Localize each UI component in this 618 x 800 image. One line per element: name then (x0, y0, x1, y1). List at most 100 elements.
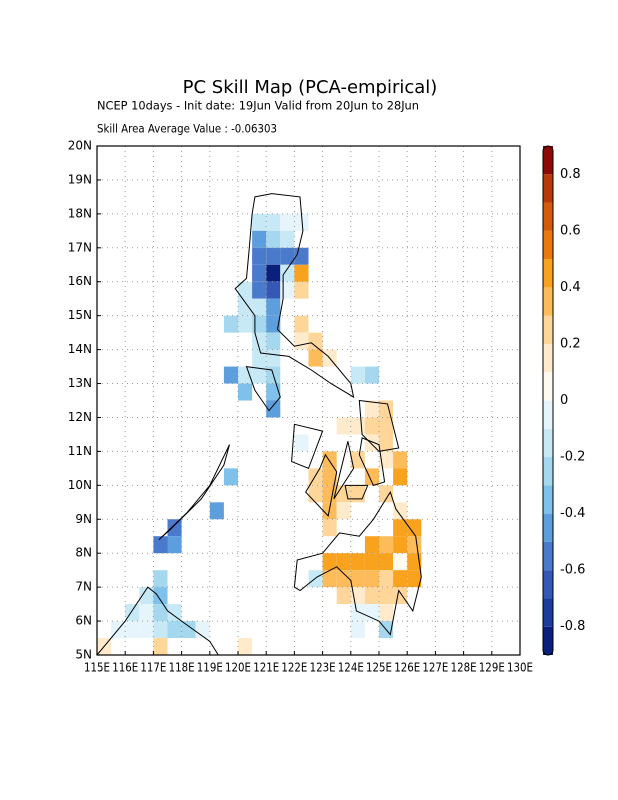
coastline (358, 437, 386, 487)
colorbar-band (543, 428, 553, 458)
coastline (234, 193, 355, 399)
skill-cell (153, 587, 168, 605)
y-tick-label: 13N (68, 376, 92, 390)
skill-cell (294, 434, 309, 452)
skill-cell (252, 247, 267, 265)
skill-cell (336, 570, 351, 588)
skill-cell (364, 366, 379, 384)
skill-cell (266, 400, 281, 418)
colorbar-band (543, 343, 553, 373)
skill-cell (407, 519, 422, 537)
skill-cell (407, 536, 422, 554)
skill-cell (266, 298, 281, 316)
y-tick-label: 5N (75, 648, 92, 662)
skill-cell (393, 536, 408, 554)
skill-cell (252, 349, 267, 367)
skill-cell (167, 536, 182, 554)
skill-cell (336, 417, 351, 435)
skill-cell (252, 230, 267, 248)
skill-cell (252, 315, 267, 333)
skill-cell (238, 281, 253, 299)
skill-cell (238, 298, 253, 316)
skill-cell (139, 621, 154, 639)
skill-cell (393, 553, 408, 571)
colorbar-band (543, 202, 553, 231)
skill-cell (308, 332, 323, 350)
colorbar-tick-label: 0.4 (560, 280, 581, 295)
colorbar-tick-label: 0.6 (560, 223, 581, 238)
skill-cell (364, 536, 379, 554)
skill-cell (393, 570, 408, 588)
coastline (158, 444, 230, 540)
colorbar-frame (542, 145, 554, 656)
colorbar-band (543, 174, 553, 203)
colorbar-band (543, 513, 553, 542)
skill-cell (364, 434, 379, 452)
x-tick-label: 120E (225, 661, 251, 675)
skill-cell (379, 570, 394, 588)
skill-cell (223, 315, 238, 333)
skill-cell (238, 638, 253, 655)
skill-cell (252, 264, 267, 282)
skill-cell (350, 604, 365, 622)
skill-cell (364, 570, 379, 588)
skill-cell (252, 281, 267, 299)
skill-cell (153, 621, 168, 639)
skill-cell (252, 298, 267, 316)
colorbar-tick-label: -0.4 (560, 506, 585, 521)
skill-cell (153, 604, 168, 622)
x-tick-label: 127E (422, 661, 448, 675)
y-tick-label: 18N (68, 206, 92, 220)
y-tick-label: 17N (68, 240, 92, 254)
y-tick-label: 15N (68, 308, 92, 322)
skill-cell (379, 417, 394, 435)
skill-cell (280, 230, 295, 248)
map-subtitle: NCEP 10days - Init date: 19Jun Valid fro… (97, 99, 419, 113)
skill-cell (294, 264, 309, 282)
colorbar-band (543, 570, 553, 599)
coastline (305, 453, 338, 517)
y-tick-label: 7N (75, 580, 92, 594)
skill-cell (350, 366, 365, 384)
skill-cell (350, 570, 365, 588)
skill-cell (280, 213, 295, 231)
skill-cell (294, 281, 309, 299)
skill-cell (364, 400, 379, 418)
y-tick-label: 11N (68, 444, 92, 458)
skill-cell (336, 587, 351, 605)
y-tick-label: 9N (75, 512, 92, 526)
skill-cell (252, 366, 267, 384)
skill-cell (280, 281, 295, 299)
colorbar-band (543, 457, 553, 486)
skill-cell (238, 383, 253, 401)
skill-cell (379, 451, 394, 469)
skill-cell (266, 383, 281, 401)
skill-cell (195, 621, 210, 639)
skill-cell (350, 621, 365, 639)
map-annotation: Skill Area Average Value : -0.06303 (97, 122, 277, 136)
y-tick-label: 10N (68, 478, 92, 492)
skill-cell (266, 349, 281, 367)
skill-cell (167, 519, 182, 537)
colorbar-band (543, 259, 553, 288)
x-tick-label: 124E (338, 661, 364, 675)
y-tick-label: 16N (68, 274, 92, 288)
colorbar: -0.8 -0.6 -0.4 -0.2 0 0.2 0.4 0.6 0.8 (542, 145, 585, 656)
skill-cell (393, 587, 408, 605)
skill-cell (379, 553, 394, 571)
x-tick-label: 125E (366, 661, 392, 675)
colorbar-band (543, 626, 553, 655)
colorbar-band (543, 287, 553, 316)
x-tick-label: 123E (310, 661, 336, 675)
skill-cell (209, 502, 224, 520)
colorbar-tick-label: -0.8 (560, 619, 585, 634)
map-title: PC Skill Map (PCA-empirical) (183, 77, 438, 98)
skill-cell (379, 434, 394, 452)
skill-cell (294, 315, 309, 333)
skill-cell (364, 468, 379, 486)
skill-cell (350, 417, 365, 435)
skill-cell (364, 553, 379, 571)
skill-cell (139, 587, 154, 605)
skill-cell (379, 587, 394, 605)
